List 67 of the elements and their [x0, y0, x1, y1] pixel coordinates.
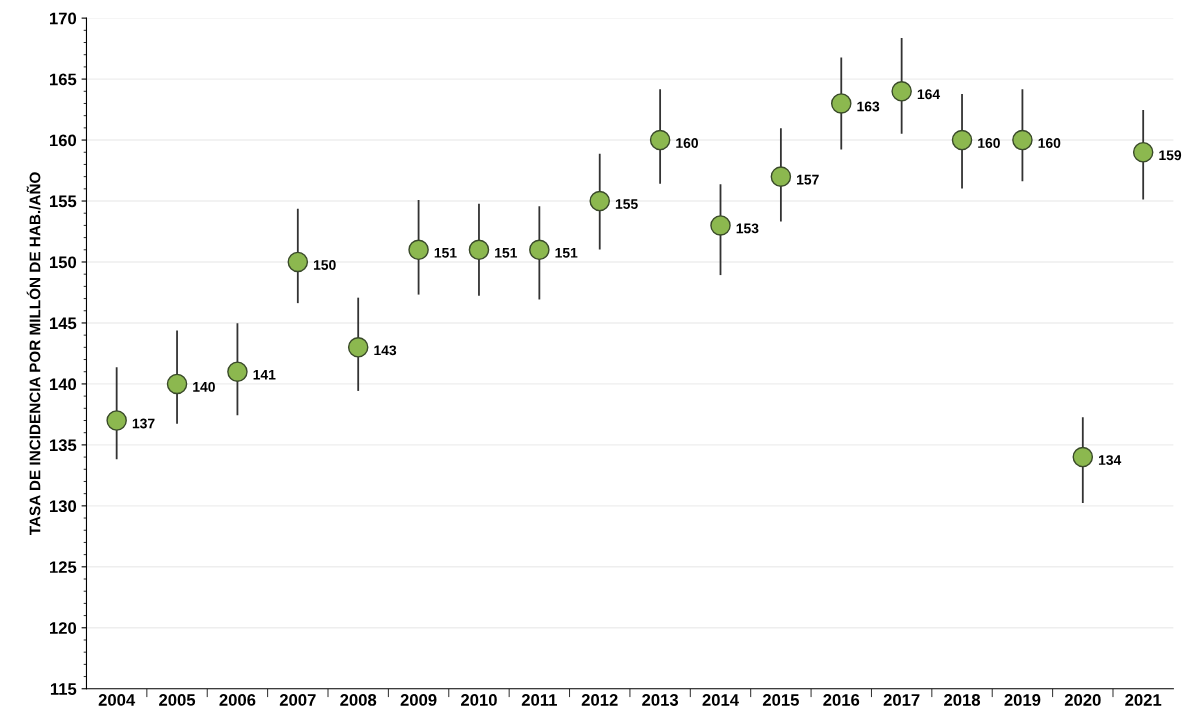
- data-label: 151: [555, 248, 578, 258]
- data-label: 163: [857, 101, 880, 112]
- point: [106, 410, 127, 431]
- x-tick-label: 2007: [279, 694, 316, 706]
- x-tick-label: 2012: [581, 694, 618, 706]
- point: [347, 337, 369, 358]
- x-tick-label: 2009: [400, 694, 437, 706]
- x-tick-label: 2014: [702, 694, 739, 706]
- data-label: 160: [1038, 138, 1061, 148]
- x-tick-label: 2021: [1125, 694, 1162, 706]
- data-label: 160: [676, 138, 698, 148]
- data-label: 151: [434, 248, 457, 258]
- x-tick-label: 2017: [883, 694, 920, 706]
- point: [468, 239, 490, 261]
- data-label: 164: [917, 89, 941, 100]
- x-tick-label: 2008: [340, 694, 377, 706]
- y-tick-label: 155: [49, 195, 77, 208]
- point: [287, 251, 309, 273]
- point: [891, 81, 912, 102]
- point: [589, 190, 611, 212]
- data-label: 153: [736, 223, 759, 234]
- point: [770, 166, 792, 187]
- y-axis-title: TASA DE INCIDENCIA POR MILLÓN DE HAB./AÑO: [26, 172, 41, 536]
- point: [1132, 141, 1154, 163]
- y-tick-label: 120: [49, 622, 77, 634]
- x-tick-label: 2006: [219, 694, 256, 706]
- data-label: 141: [253, 369, 276, 380]
- point: [830, 93, 852, 114]
- point: [710, 215, 731, 236]
- y-tick-label: 150: [49, 256, 77, 269]
- x-tick-label: 2005: [159, 694, 196, 706]
- x-tick-label: 2020: [1064, 694, 1101, 706]
- point: [408, 239, 429, 261]
- point: [1072, 446, 1094, 468]
- x-tick-label: 2015: [762, 694, 799, 706]
- x-tick-label: 2004: [98, 694, 136, 706]
- x-tick-label: 2016: [823, 694, 860, 706]
- data-label: 150: [313, 260, 336, 270]
- data-label: 134: [1098, 455, 1122, 465]
- y-tick-label: 140: [49, 378, 77, 391]
- data-label: 159: [1159, 150, 1182, 161]
- data-label: 157: [797, 174, 819, 185]
- point: [166, 373, 188, 395]
- point: [649, 129, 671, 151]
- x-tick-label: 2019: [1004, 694, 1041, 706]
- data-label: 137: [132, 418, 155, 429]
- x-tick-label: 2010: [461, 694, 497, 706]
- x-tick-label: 2018: [944, 694, 981, 706]
- y-tick-label: 170: [49, 12, 77, 25]
- data-label: 140: [193, 381, 215, 392]
- x-tick-label: 2013: [642, 694, 679, 706]
- data-label: 155: [615, 199, 638, 209]
- data-label: 143: [374, 345, 397, 356]
- data-label: 160: [978, 138, 1000, 148]
- y-tick-label: 145: [49, 317, 77, 330]
- point: [951, 129, 973, 151]
- y-tick-label: 135: [49, 439, 77, 452]
- y-tick-label: 160: [49, 134, 77, 147]
- y-tick-label: 165: [49, 73, 77, 86]
- y-tick-label: 125: [49, 561, 77, 574]
- y-tick-label: 130: [49, 500, 77, 513]
- point: [1012, 129, 1033, 151]
- y-tick-label: 115: [50, 683, 77, 695]
- point: [227, 361, 248, 382]
- data-label: 151: [495, 248, 518, 258]
- point: [529, 239, 550, 261]
- x-tick-label: 2011: [521, 694, 557, 706]
